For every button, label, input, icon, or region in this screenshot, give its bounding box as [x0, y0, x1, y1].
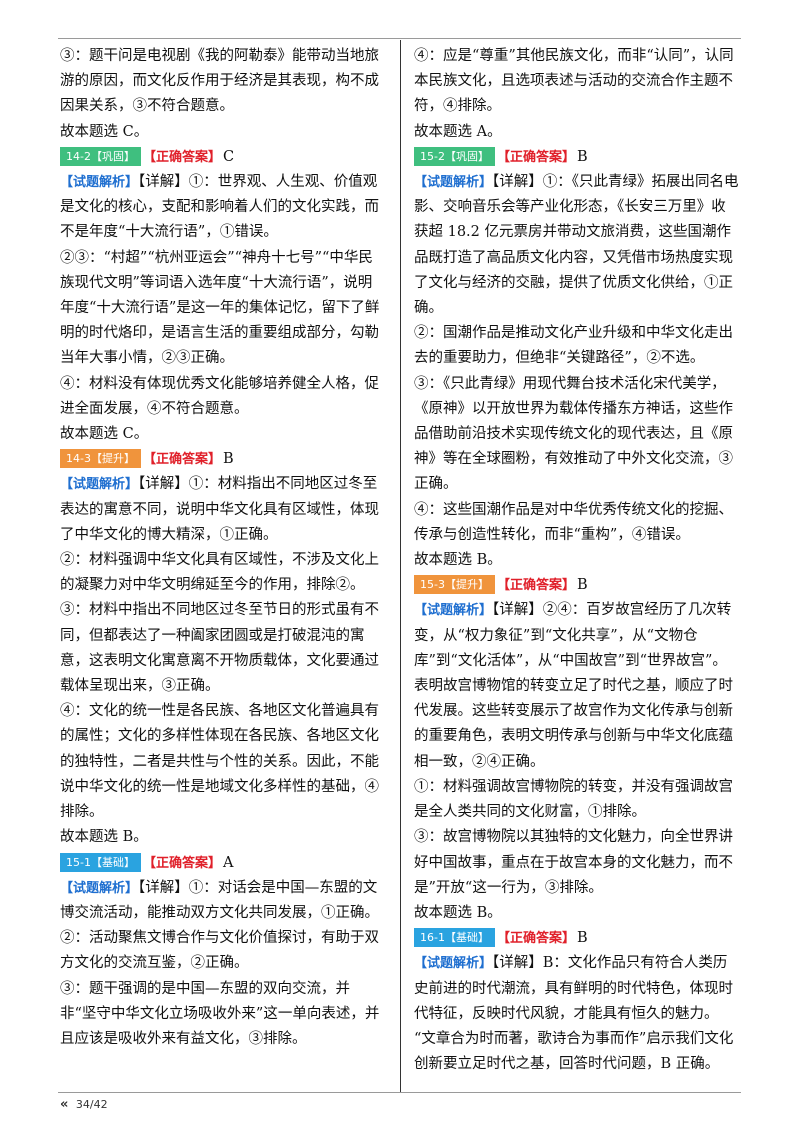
- paragraph: ①：材料强调故宫博物院的转变，并没有强调故宫是全人类共同的文化财富，①排除。: [414, 778, 733, 821]
- analysis-paragraph: 【试题解析】【详解】①：对话会是中国—东盟的文博交流活动，能推动双方文化共同发展…: [60, 876, 386, 926]
- question-header: 16-1【基础】 【正确答案】 B: [414, 926, 740, 951]
- question-header: 14-3【提升】 【正确答案】 B: [60, 447, 386, 472]
- question-header: 15-1【基础】 【正确答案】 A: [60, 851, 386, 876]
- paragraph: 故本题选 C。: [60, 123, 149, 140]
- paragraph: ②：材料强调中华文化具有区域性，不涉及文化上的凝聚力对中华文明绵延至今的作用，排…: [60, 552, 379, 594]
- top-rule: [58, 38, 741, 39]
- analysis-label: 【试题解析】: [414, 603, 493, 619]
- analysis-text: 【详解】①：对话会是中国—东盟的文博交流活动，能推动双方文化共同发展，①正确。: [60, 879, 379, 921]
- analysis-paragraph: 【试题解析】【详解】②④：百岁故宫经历了几次转变，从“权力象征”到“文化共享”，…: [414, 598, 740, 774]
- left-column: ③：题干问是电视剧《我的阿勒泰》能带动当地旅游的原因，而文化反作用于经济是其表现…: [60, 44, 386, 1052]
- double-chevron-icon: «: [60, 1097, 69, 1112]
- answer-label: 【正确答案】: [142, 452, 221, 468]
- analysis-text: 【详解】①：材料指出不同地区过冬至表达的寓意不同，说明中华文化具有区域性，体现了…: [60, 476, 379, 543]
- bottom-rule: [58, 1092, 741, 1093]
- answer-value: B: [222, 451, 234, 468]
- analysis-paragraph: 【试题解析】【详解】①：材料指出不同地区过冬至表达的寓意不同，说明中华文化具有区…: [60, 472, 386, 548]
- paragraph: ②：活动聚焦文博合作与文化价值探讨，有助于双方文化的交流互鉴，②正确。: [60, 930, 379, 972]
- paragraph: 故本题选 B。: [60, 829, 148, 846]
- paragraph: ②：国潮作品是推动文化产业升级和中华文化走出去的重要助力，但绝非“关键路径”，②…: [414, 325, 733, 367]
- analysis-label: 【试题解析】: [414, 956, 493, 972]
- analysis-text: 【详解】①：《只此青绿》拓展出同名电影、交响音乐会等产业化形态，《长安三万里》收…: [414, 174, 739, 317]
- right-column: ④：应是“尊重”其他民族文化，而非“认同”，认同本民族文化，且选项表述与活动的交…: [414, 44, 740, 1077]
- paragraph: ④：这些国潮作品是对中华优秀传统文化的挖掘、传承与创造性转化，而非“重构”，④错…: [414, 501, 733, 543]
- answer-value: A: [222, 854, 234, 871]
- analysis-paragraph: 【试题解析】【详解】①：世界观、人生观、价值观是文化的核心，支配和影响着人们的文…: [60, 170, 386, 246]
- paragraph: ④：应是“尊重”其他民族文化，而非“认同”，认同本民族文化，且选项表述与活动的交…: [414, 48, 734, 115]
- paragraph: ④：材料没有体现优秀文化能够培养健全人格，促进全面发展，④不符合题意。: [60, 375, 379, 417]
- analysis-text: 【详解】①：世界观、人生观、价值观是文化的核心，支配和影响着人们的文化实践，而不…: [60, 174, 379, 241]
- analysis-text: 【详解】②④：百岁故宫经历了几次转变，从“权力象征”到“文化共享”，从“文物仓库…: [414, 602, 733, 770]
- paragraph: ②③：“村超”“杭州亚运会”“神舟十七号”“中华民族现代文明”等词语入选年度“十…: [60, 249, 380, 367]
- question-tag: 15-3【提升】: [414, 575, 495, 595]
- paragraph: 故本题选 A。: [414, 123, 502, 140]
- answer-value: C: [222, 148, 235, 165]
- answer-label: 【正确答案】: [496, 931, 575, 947]
- answer-label: 【正确答案】: [142, 855, 221, 871]
- question-tag: 15-2【巩固】: [414, 146, 495, 166]
- answer-label: 【正确答案】: [496, 149, 575, 165]
- paragraph: ③：题干强调的是中国—东盟的双向交流，并非“坚守中华文化立场吸收外来”这一单向表…: [60, 980, 380, 1047]
- paragraph: 故本题选 B。: [414, 904, 502, 921]
- analysis-paragraph: 【试题解析】【详解】①：《只此青绿》拓展出同名电影、交响音乐会等产业化形态，《长…: [414, 170, 740, 321]
- paragraph: ④：文化的统一性是各民族、各地区文化普遍具有的属性；文化的多样性体现在各民族、各…: [60, 703, 379, 821]
- paragraph: ③：《只此青绿》用现代舞台技术活化宋代美学，《原神》以开放世界为载体传播东方神话…: [414, 375, 733, 493]
- analysis-label: 【试题解析】: [60, 477, 139, 493]
- question-tag: 16-1【基础】: [414, 928, 495, 948]
- question-header: 15-3【提升】 【正确答案】 B: [414, 573, 740, 598]
- page-footer: « 34/42: [60, 1097, 108, 1112]
- paragraph: ③：故宫博物院以其独特的文化魅力，向全世界讲好中国故事，重点在于故宫本身的文化魅…: [414, 829, 733, 896]
- page-number: 34/42: [75, 1098, 108, 1111]
- column-divider: [400, 40, 401, 1092]
- paragraph: ③：材料中指出不同地区过冬至节日的形式虽有不同，但都表达了一种阖家团圆或是打破混…: [60, 602, 379, 695]
- analysis-label: 【试题解析】: [414, 175, 493, 191]
- question-header: 14-2【巩固】 【正确答案】 C: [60, 145, 386, 170]
- answer-value: B: [576, 930, 588, 947]
- answer-label: 【正确答案】: [142, 149, 221, 165]
- analysis-label: 【试题解析】: [60, 175, 139, 191]
- answer-label: 【正确答案】: [496, 578, 575, 594]
- answer-value: B: [576, 577, 588, 594]
- paragraph: ③：题干问是电视剧《我的阿勒泰》能带动当地旅游的原因，而文化反作用于经济是其表现…: [60, 48, 379, 115]
- paragraph: 故本题选 B。: [414, 552, 502, 569]
- question-tag: 15-1【基础】: [60, 852, 141, 872]
- analysis-paragraph: 【试题解析】【详解】B：文化作品只有符合人类历史前进的时代潮流，具有鲜明的时代特…: [414, 951, 740, 1077]
- question-tag: 14-2【巩固】: [60, 146, 141, 166]
- question-tag: 14-3【提升】: [60, 449, 141, 469]
- analysis-text: 【详解】B：文化作品只有符合人类历史前进的时代潮流，具有鲜明的时代特色，体现时代…: [414, 955, 734, 1073]
- answer-value: B: [576, 148, 588, 165]
- analysis-label: 【试题解析】: [60, 880, 139, 896]
- question-header: 15-2【巩固】 【正确答案】 B: [414, 145, 740, 170]
- paragraph: 故本题选 C。: [60, 426, 149, 443]
